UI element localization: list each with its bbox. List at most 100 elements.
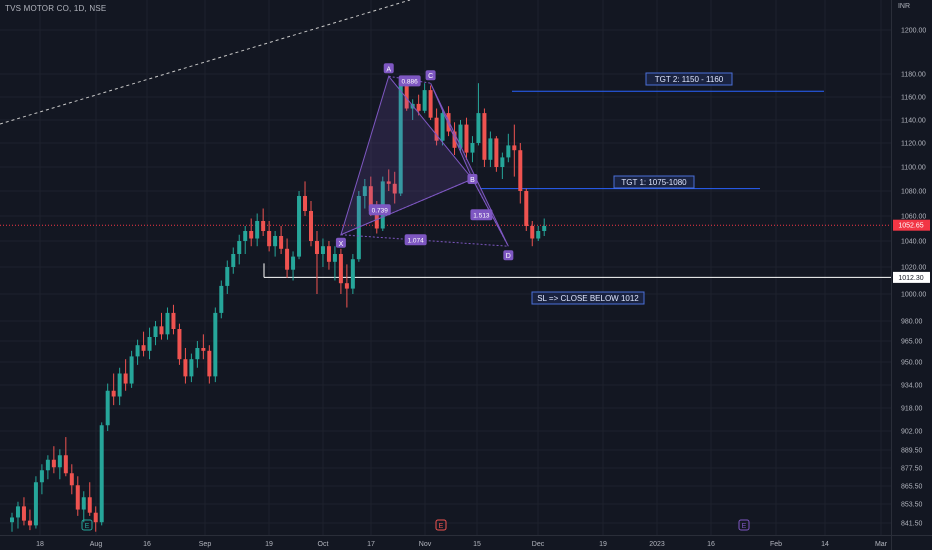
candle-body [434,117,439,141]
trendline [0,0,411,125]
pattern-point-label: A [386,66,391,73]
candle-body [303,196,308,211]
candle [398,76,403,196]
candle-body [500,157,505,167]
x-tick-label: 19 [599,541,607,548]
candle-body [542,226,547,231]
annotation-text: SL => CLOSE BELOW 1012 [537,294,639,303]
candle [309,201,313,247]
candle-body [482,113,487,160]
candle-body [536,231,541,239]
candle-body [524,191,529,226]
pattern-point-c[interactable]: C [425,70,436,81]
candle [518,143,523,204]
candle-body [267,231,272,247]
candle [524,188,529,231]
candle [416,94,421,116]
candle [39,464,44,495]
candle-body [159,326,164,335]
x-tick-label: Dec [532,541,545,548]
candle [231,247,236,274]
annotation-box[interactable]: TGT 2: 1150 - 1160 [645,72,733,86]
candle-body [428,90,433,118]
candle-body [285,248,290,270]
earnings-event-icon[interactable]: E [435,519,447,531]
candle [63,437,68,477]
ratio-label[interactable]: 0.739 [368,204,391,216]
annotation-boxes: TGT 2: 1150 - 1160 TGT 1: 1075-1080 SL => … [531,72,733,305]
candle-body [45,459,50,471]
earnings-event-icon[interactable]: E [81,519,93,531]
annotation-box[interactable]: SL => CLOSE BELOW 1012 [531,291,645,305]
candle [542,218,547,236]
candle [243,226,248,254]
candle [201,334,206,360]
x-tick-label: 14 [821,541,829,548]
candle [434,108,439,146]
candle-body [279,236,284,249]
candle [147,327,152,360]
candle [15,501,20,529]
y-tick-label: 865.50 [901,484,923,491]
pattern-point-box [467,174,478,184]
candle [21,497,26,526]
candle [512,124,517,177]
price-axis[interactable]: 1200.00 1180.00 1160.00 1140.00 1120.00 1100.… [891,0,931,550]
annotation-box[interactable]: TGT 1: 1075-1080 [613,175,695,189]
ratio-label[interactable]: 1.513 [470,209,493,221]
pattern-point-a[interactable]: A [383,63,394,74]
candle [117,367,122,406]
candle-body [63,455,68,474]
candle-body [530,226,535,239]
annotation-border [531,291,645,305]
candle-body [189,359,194,377]
candle [536,226,541,241]
pattern-point-box [383,63,394,74]
currency-label: INR [897,3,910,10]
event-label: E [85,523,90,530]
candle-body [135,345,140,357]
candle-body [464,124,469,153]
candle [111,373,116,406]
candle-body [386,181,391,184]
candle-body [129,356,134,384]
candle-body [15,506,20,518]
pattern-point-b[interactable]: B [467,174,478,184]
candle [500,152,505,179]
candle [177,323,182,365]
pattern-point-box [503,250,514,261]
pattern-point-x[interactable]: X [335,237,346,248]
candle [314,231,319,294]
annotation-text: TGT 2: 1150 - 1160 [655,75,724,84]
y-tick-label: 889.50 [901,448,923,455]
candle [386,169,391,191]
y-tick-label: 1180.00 [901,72,926,79]
earnings-event-icon[interactable]: E [738,519,750,531]
y-tick-label: 918.00 [901,406,923,413]
candle-body [362,186,367,196]
price-badge: 1012.30 [893,271,930,283]
ratio-label[interactable]: 0.886 [398,75,421,87]
y-tick-label: 1140.00 [901,118,926,125]
stop-loss-lines [0,224,891,278]
candle-body [81,497,86,510]
pattern-point-d[interactable]: D [503,250,514,261]
candle-body [309,211,313,241]
candle [464,117,469,160]
candle-body [476,113,481,143]
ratio-label[interactable]: 1.074 [404,234,427,246]
candle [10,512,14,532]
ratio-box [398,75,421,87]
candle-body [452,131,457,148]
y-tick-label: 841.50 [901,521,923,528]
candle [69,464,74,495]
candle [350,254,355,294]
pattern-point-label: D [506,253,511,260]
candle-body [344,283,349,289]
candle-body [10,517,14,523]
candle-body [87,497,92,513]
candle [458,120,463,153]
candle-body [291,256,296,270]
time-axis[interactable]: 18 Aug 16 Sep 19 Oct 17 Nov 15 Dec 19 2023 16 Feb 14 Ma… [0,535,932,549]
